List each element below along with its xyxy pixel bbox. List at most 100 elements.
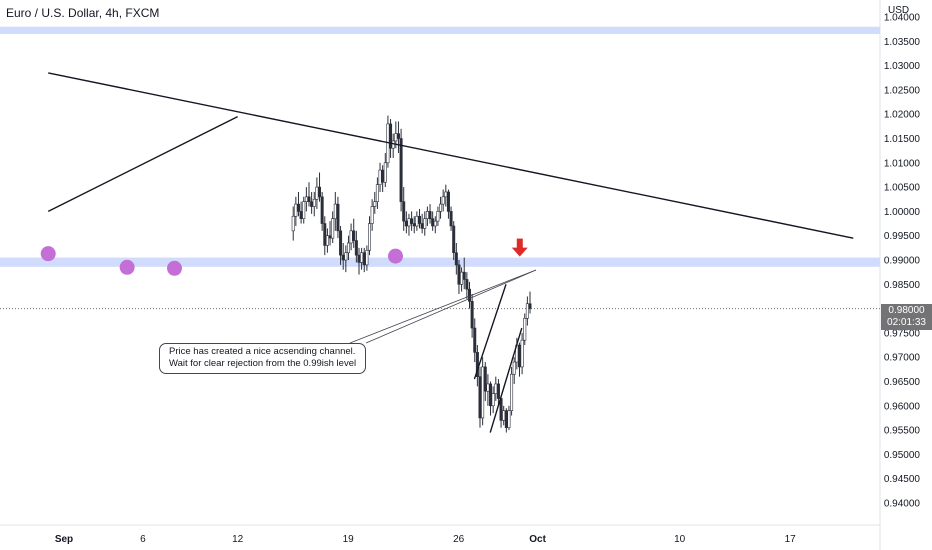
candle bbox=[420, 213, 424, 234]
candle bbox=[383, 153, 387, 188]
candle bbox=[520, 332, 524, 375]
candle-body bbox=[412, 223, 416, 227]
candle bbox=[467, 281, 471, 309]
trendline-descending-resistance bbox=[48, 72, 854, 239]
price-tick-label: 0.96500 bbox=[884, 377, 921, 388]
candle bbox=[417, 208, 421, 229]
candle bbox=[436, 206, 440, 226]
candle bbox=[318, 172, 322, 202]
candle-body bbox=[407, 218, 411, 227]
price-tick-label: 0.99500 bbox=[884, 231, 921, 242]
candle-body bbox=[486, 383, 490, 392]
candle bbox=[336, 196, 340, 239]
candle-body bbox=[417, 215, 421, 224]
candle bbox=[481, 357, 485, 426]
touch-marker bbox=[40, 246, 56, 262]
candle-body bbox=[341, 254, 345, 261]
candle bbox=[525, 296, 529, 326]
candle-body bbox=[446, 191, 450, 212]
price-tick-label: 1.04000 bbox=[884, 13, 921, 24]
candle bbox=[375, 177, 379, 209]
candle bbox=[512, 357, 516, 384]
candle bbox=[444, 184, 448, 207]
candle bbox=[504, 408, 508, 433]
candle-body bbox=[375, 184, 379, 202]
trendline-rising-line bbox=[47, 116, 238, 213]
price-tick-label: 1.03500 bbox=[884, 37, 921, 48]
candle-body bbox=[510, 373, 514, 411]
candle bbox=[294, 196, 298, 226]
last-price-tag: 0.98000 02:01:33 bbox=[881, 304, 932, 330]
candle-body bbox=[333, 203, 337, 219]
candle-body bbox=[431, 218, 435, 227]
candle bbox=[370, 199, 374, 231]
candle bbox=[399, 128, 403, 212]
candle bbox=[407, 213, 411, 236]
candle-body bbox=[465, 279, 469, 290]
candle bbox=[496, 379, 500, 406]
candle-body bbox=[344, 252, 348, 261]
resistance-zone-1 bbox=[0, 26, 880, 35]
price-tick-label: 1.00500 bbox=[884, 183, 921, 194]
candle bbox=[349, 223, 353, 251]
down-arrow-head bbox=[511, 247, 528, 257]
candle-body bbox=[352, 230, 356, 241]
price-tick-label: 1.02000 bbox=[884, 110, 921, 121]
callout-connector bbox=[349, 269, 537, 344]
candle-body bbox=[410, 218, 414, 224]
candle bbox=[365, 245, 369, 271]
candle bbox=[291, 206, 295, 241]
candle-body bbox=[523, 318, 527, 341]
candle-body bbox=[312, 198, 316, 207]
candle-body bbox=[454, 252, 458, 266]
candle bbox=[368, 216, 372, 256]
touch-marker bbox=[167, 260, 182, 276]
candle-body bbox=[336, 203, 340, 232]
candle-body bbox=[404, 220, 408, 227]
candle-body bbox=[423, 218, 427, 229]
time-tick-label: 12 bbox=[232, 534, 244, 545]
candle bbox=[507, 405, 511, 431]
candle bbox=[302, 196, 306, 224]
candle bbox=[489, 381, 493, 416]
candle-body bbox=[517, 344, 521, 368]
candle-body bbox=[415, 215, 419, 227]
candle bbox=[528, 291, 532, 314]
candle bbox=[439, 196, 443, 219]
candle bbox=[402, 187, 406, 231]
candle-body bbox=[310, 201, 314, 207]
candle bbox=[412, 216, 416, 234]
candle-body bbox=[478, 376, 482, 419]
candle bbox=[328, 221, 332, 246]
candle bbox=[339, 225, 343, 265]
price-tick-label: 0.95500 bbox=[884, 426, 921, 437]
candle bbox=[494, 376, 498, 401]
candle-body bbox=[320, 196, 324, 224]
candle bbox=[446, 189, 450, 219]
price-tick-label: 0.97000 bbox=[884, 353, 921, 364]
candle-body bbox=[394, 133, 398, 142]
price-tick-label: 0.97500 bbox=[884, 328, 921, 339]
candle-body bbox=[520, 339, 524, 368]
candle-body bbox=[481, 366, 485, 419]
candle bbox=[346, 235, 350, 260]
price-tick-label: 0.94000 bbox=[884, 499, 921, 510]
candle-body bbox=[357, 254, 361, 263]
candle-body bbox=[299, 211, 303, 219]
resistance-zone-2 bbox=[0, 257, 880, 267]
candle bbox=[523, 313, 527, 346]
candle bbox=[315, 177, 319, 209]
candle bbox=[373, 191, 377, 214]
candle-body bbox=[439, 203, 443, 212]
candle-body bbox=[399, 138, 403, 202]
time-tick-label: 19 bbox=[343, 534, 355, 545]
candle-body bbox=[291, 215, 295, 232]
price-tick-label: 1.03000 bbox=[884, 61, 921, 72]
trendline-channel-lower bbox=[489, 327, 523, 433]
candle-body bbox=[383, 162, 387, 183]
time-tick-label: Sep bbox=[55, 534, 73, 545]
annotation-callout[interactable]: Price has created a nice acsending chann… bbox=[159, 343, 366, 374]
candle bbox=[431, 211, 435, 231]
candle-body bbox=[489, 383, 493, 407]
